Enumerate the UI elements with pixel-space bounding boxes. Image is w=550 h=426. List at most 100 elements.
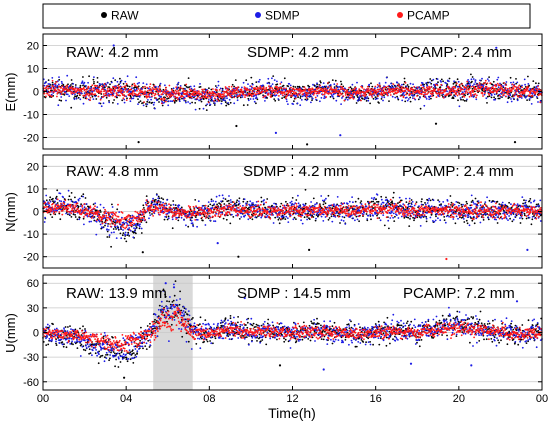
panel-n-point-raw <box>167 215 170 218</box>
panel-n-point-sdmp <box>229 199 232 201</box>
panel-n-point-sdmp <box>315 217 317 220</box>
panel-e-point-pcamp <box>318 87 320 89</box>
panel-e-point-sdmp <box>267 77 270 80</box>
panel-e-point-pcamp <box>212 88 214 90</box>
panel-e-sdmp-rms: SDMP: 4.2 mm <box>247 44 349 61</box>
panel-e-point-sdmp <box>142 82 145 84</box>
panel-e-point-sdmp <box>83 81 86 84</box>
panel-n-point-raw <box>458 202 461 205</box>
panel-e-point-raw <box>490 96 493 99</box>
panel-n-point-raw <box>535 203 538 206</box>
panel-n-point-sdmp <box>197 200 200 203</box>
panel-e-point-raw <box>214 85 217 87</box>
panel-e-point-raw <box>194 102 197 104</box>
panel-e-point-pcamp <box>271 87 274 90</box>
panel-e-point-raw <box>388 100 390 102</box>
panel-e-point-pcamp <box>457 87 460 90</box>
panel-e-point-pcamp <box>312 94 315 96</box>
panel-e-point-pcamp <box>467 84 470 87</box>
panel-e-point-sdmp <box>253 100 256 103</box>
panel-e-point-sdmp <box>506 101 509 104</box>
panel-e-point-pcamp <box>527 86 529 89</box>
panel-n-point-raw <box>128 235 131 237</box>
panel-e-point-pcamp <box>168 84 171 87</box>
panel-e-point-sdmp <box>72 83 75 85</box>
panel-e-point-pcamp <box>126 90 129 92</box>
panel-e-point-pcamp <box>105 92 107 95</box>
panel-n-point-sdmp <box>346 202 349 205</box>
panel-e-point-pcamp <box>458 93 461 95</box>
panel-e-point-raw <box>250 76 253 79</box>
panel-e-point-sdmp <box>499 82 501 85</box>
panel-e-point-sdmp <box>418 86 421 89</box>
panel-n-point-sdmp <box>192 225 195 228</box>
panel-e-point-raw <box>331 79 334 81</box>
panel-e-point-pcamp <box>47 94 50 96</box>
panel-e-point-raw <box>429 78 432 80</box>
panel-n-point-raw <box>525 217 528 220</box>
panel-e-point-sdmp <box>310 95 313 98</box>
panel-n-point-raw <box>223 203 226 205</box>
panel-n-point-sdmp <box>99 203 102 206</box>
panel-e-point-sdmp <box>228 98 231 101</box>
panel-e-point-pcamp <box>230 85 233 88</box>
panel-e-point-pcamp <box>357 90 359 92</box>
panel-e-point-pcamp <box>183 97 186 100</box>
panel-e-point-sdmp <box>382 99 384 102</box>
panel-e-point-pcamp <box>230 95 232 98</box>
panel-e-point-pcamp <box>514 91 517 94</box>
panel-e-point-sdmp <box>93 76 95 78</box>
panel-e-point-raw <box>456 78 459 81</box>
panel-n-point-raw <box>191 216 194 219</box>
panel-e-point-pcamp <box>139 89 142 91</box>
panel-e-point-pcamp <box>131 85 133 87</box>
panel-e-point-pcamp <box>162 91 165 93</box>
panel-e-point-sdmp <box>366 96 369 98</box>
panel-e-point-pcamp <box>442 96 445 99</box>
panel-e-point-pcamp <box>239 93 242 96</box>
legend-label-sdmp: SDMP <box>265 9 300 23</box>
panel-e-point-raw <box>118 83 120 86</box>
panel-e-point-sdmp <box>116 103 119 105</box>
panel-e-point-raw <box>162 88 165 91</box>
panel-e-point-pcamp <box>193 88 196 90</box>
panel-e-point-sdmp <box>394 96 397 99</box>
panel-e-point-pcamp <box>385 89 388 92</box>
panel-e-point-pcamp <box>118 86 121 88</box>
panel-e-point-pcamp <box>511 83 514 86</box>
panel-e-points <box>42 44 543 146</box>
panel-n-point-sdmp <box>306 218 308 221</box>
panel-n-point-sdmp <box>140 227 143 230</box>
panel-e-point-pcamp <box>169 92 172 95</box>
panel-e-point-sdmp <box>309 94 311 97</box>
panel-n-point-raw <box>151 213 153 215</box>
panel-n-point-raw <box>519 222 522 224</box>
panel-e-point-sdmp <box>310 101 312 104</box>
panel-e-point-pcamp <box>162 99 165 101</box>
panel-e-point-sdmp <box>468 80 470 83</box>
panel-e-point-raw <box>82 76 84 78</box>
panel-e-point-pcamp <box>352 97 355 100</box>
panel-e-point-sdmp <box>156 99 158 102</box>
panel-e-point-pcamp <box>470 94 473 97</box>
panel-n-point-raw <box>339 222 341 224</box>
panel-e-point-pcamp <box>152 92 155 95</box>
panel-n-point-raw <box>530 223 533 226</box>
panel-e-point-sdmp <box>472 96 475 98</box>
panel-e-point-pcamp <box>209 96 212 99</box>
panel-e-point-raw <box>188 86 191 88</box>
panel-e-point-sdmp <box>66 93 69 96</box>
panel-n-point-sdmp <box>122 229 124 231</box>
panel-e-point-sdmp <box>376 97 379 100</box>
panel-n-point-raw <box>409 218 411 220</box>
panel-e-point-pcamp <box>344 94 347 96</box>
panel-e-point-pcamp <box>80 90 83 93</box>
panel-n-point-sdmp <box>335 211 338 214</box>
panel-e-point-raw <box>224 101 227 104</box>
panel-n-point-sdmp <box>196 225 199 228</box>
panel-e-point-sdmp <box>287 103 289 105</box>
panel-n-point-sdmp <box>162 201 165 204</box>
panel-e-point-pcamp <box>314 96 317 99</box>
panel-n-point-sdmp <box>164 215 167 218</box>
panel-e-point-pcamp <box>148 89 151 92</box>
